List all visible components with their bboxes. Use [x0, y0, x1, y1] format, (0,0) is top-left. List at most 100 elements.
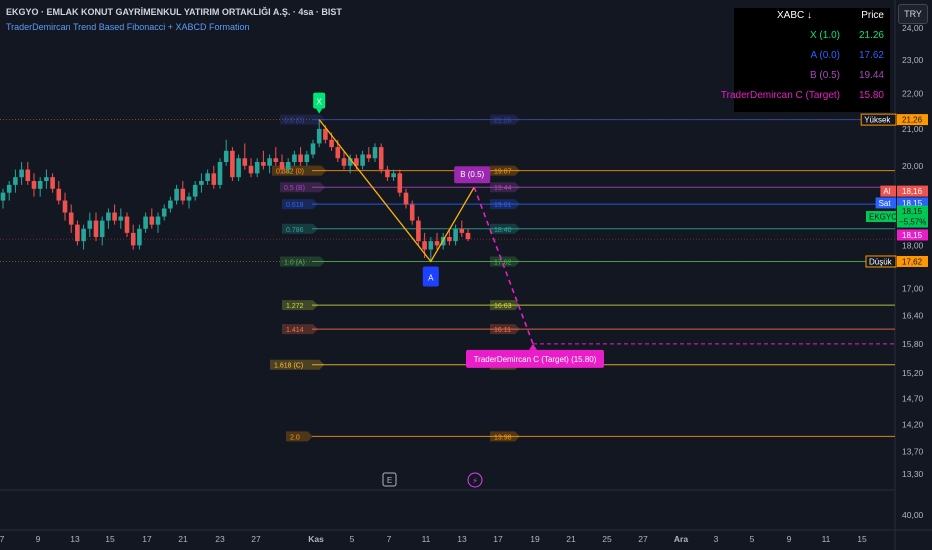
fib-price-tag [490, 300, 520, 311]
xabc-row-value: 21.26 [858, 30, 884, 41]
a-point-marker [422, 266, 439, 287]
price-tick-label: 21,00 [902, 124, 924, 134]
candle-body [409, 204, 415, 221]
fib-price-tag [490, 223, 520, 234]
price-tick-label: 15,20 [902, 368, 924, 378]
time-tick-label: 7 [387, 534, 392, 544]
time-tick-label: 11 [422, 534, 431, 544]
xabc-header-label: XABC ↓ [776, 10, 812, 21]
axis-price-value: 18,16 [902, 187, 923, 196]
price-tick-label: 18,00 [902, 240, 924, 250]
axis-price-value: 18,15 [902, 199, 923, 208]
a-point-label: A [428, 273, 434, 282]
time-tick-label: 19 [530, 534, 540, 544]
candle-body [31, 181, 37, 189]
candle-body [310, 143, 316, 155]
fib-price-label: 16.63 [494, 303, 512, 310]
fib-ratio-tag [280, 182, 326, 193]
axis-price-tag [897, 255, 928, 267]
candle-body [360, 154, 365, 166]
fib-price-label: 19.87 [494, 169, 512, 176]
fib-ratio-label: 0.618 [286, 202, 304, 209]
time-tick-label: 21 [566, 534, 576, 544]
candle-body [118, 216, 124, 221]
candle-body [347, 158, 353, 166]
currency-button[interactable]: TRY [898, 4, 928, 24]
axis-label-text: EKGYO [869, 213, 897, 222]
candle-body [298, 154, 303, 162]
candle-body [223, 150, 229, 162]
fib-ratio-label: 1.0 (A) [284, 259, 305, 266]
axis-price-value: 18,15 [902, 207, 923, 216]
fib-ratio-tag [280, 114, 326, 125]
candle-body [205, 173, 210, 182]
fib-price-tag [490, 324, 520, 335]
candle-body [323, 128, 328, 140]
fib-ratio-tag [282, 324, 318, 335]
time-tick-label: 23 [215, 534, 225, 544]
candle-body [453, 228, 458, 242]
axis-label-tag [880, 185, 896, 197]
xabc-row-label: TraderDemircan C (Target) [720, 90, 840, 101]
fib-ratio-label: 1.414 [286, 327, 304, 334]
candle-body [341, 158, 347, 166]
candle-body [81, 228, 86, 242]
axis-label-text: Sat [879, 199, 892, 208]
candle-body [316, 128, 322, 144]
candle-body [385, 169, 390, 178]
xabc-row-label: X (1.0) [809, 30, 840, 41]
fib-price-label: 13.98 [494, 434, 512, 441]
price-tick-label: 20,00 [902, 161, 924, 171]
time-tick-label: 15 [105, 534, 115, 544]
fib-price-tag [490, 165, 520, 176]
price-tick-label: 40,00 [902, 510, 924, 520]
candle-body [99, 220, 105, 238]
fib-ratio-tag [282, 300, 318, 311]
xabc-table-header: XABC ↓ Price [734, 10, 890, 30]
fib-ratio-label: 0.786 [286, 227, 304, 234]
price-tick-label: 13,70 [902, 447, 924, 457]
candle-body [403, 192, 409, 205]
axis-price-value: 18,15 [902, 231, 923, 240]
c-point-label: TraderDemircan C (Target) (15.80) [474, 355, 597, 364]
candle-body [68, 212, 74, 225]
fib-price-tag [490, 256, 520, 267]
candle-body [137, 228, 142, 246]
candle-body [124, 216, 130, 233]
fib-price-label: 19.01 [494, 202, 512, 209]
price-tick-label: 14,20 [902, 420, 924, 430]
time-tick-label: 7 [0, 534, 5, 544]
candle-body [261, 161, 266, 166]
fib-ratio-label: 0.382 (0) [276, 169, 304, 176]
time-tick-label: 27 [638, 534, 648, 544]
time-tick-label: 15 [857, 534, 867, 544]
time-tick-label: 5 [750, 534, 755, 544]
fib-ratio-label: 0.5 (B) [284, 185, 305, 192]
candle-body [428, 241, 434, 250]
xabc-row-b: B (0.5) 19.44 [734, 70, 890, 90]
axis-price-value: 17,62 [902, 257, 923, 266]
price-tick-label: 23,00 [902, 55, 924, 65]
axis-label-text: Yüksek [864, 116, 891, 125]
axis-label-tag [866, 211, 896, 223]
candle-body [242, 158, 248, 166]
earnings-event-label: E [387, 476, 392, 485]
candle-body [248, 165, 254, 174]
candle-body [304, 154, 310, 162]
time-tick-label: 5 [350, 534, 355, 544]
indicator-title[interactable]: TraderDemircan Trend Based Fibonacci + X… [6, 22, 250, 32]
xabc-row-c: TraderDemircan C (Target) 15.80 [721, 90, 890, 110]
candle-body [236, 158, 241, 178]
x-point-marker [313, 92, 326, 109]
candle-body [168, 200, 173, 209]
axis-price-value: 21,26 [902, 116, 923, 125]
axis-label-tag [860, 113, 897, 126]
candle-body [354, 158, 359, 166]
candle-body [106, 212, 111, 221]
candle-body [199, 181, 204, 185]
candle-body [93, 220, 99, 238]
b-point-marker [454, 166, 491, 184]
fib-ratio-tag [282, 199, 318, 210]
candle-body [149, 216, 155, 225]
